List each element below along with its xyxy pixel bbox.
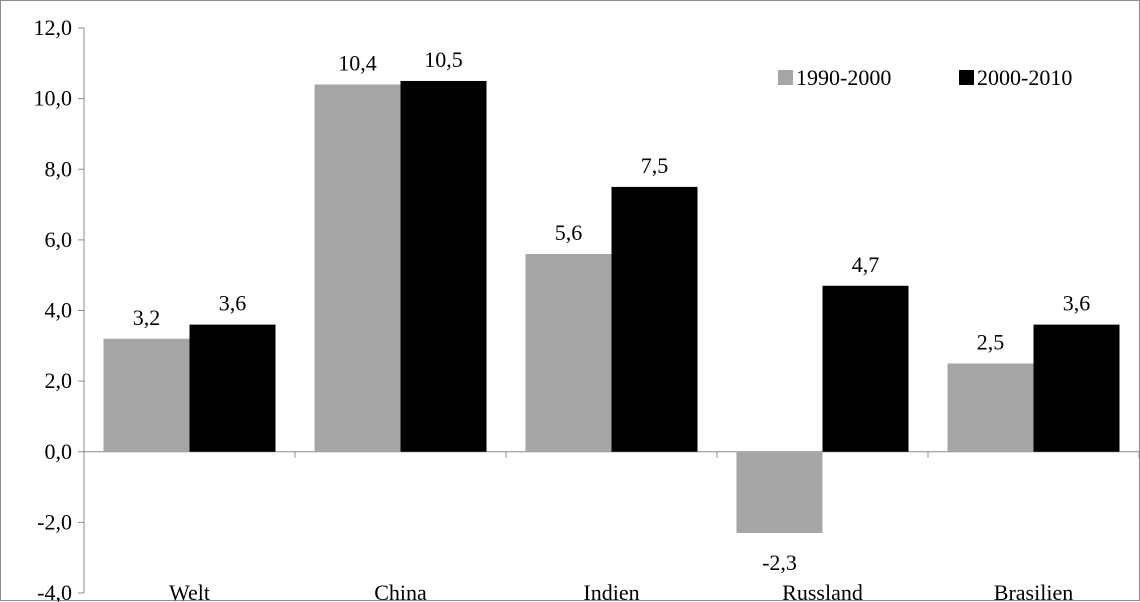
legend: 1990-2000 2000-2010 [778,65,1072,90]
data-label: -2,3 [762,550,797,575]
x-tick-label: China [374,580,427,602]
y-tick-label: 2,0 [45,368,73,393]
data-label: 3,2 [133,305,161,330]
x-tick-label: Brasilien [994,580,1073,602]
bar [103,338,190,452]
data-label: 10,4 [338,51,377,76]
x-tick-label: Russland [782,580,863,602]
legend-label: 1990-2000 [796,65,891,90]
bar [822,285,909,452]
x-tick-label: Welt [169,580,210,602]
bar [400,80,487,452]
data-label: 4,7 [852,252,880,277]
data-labels: 3,2 10,4 5,6 -2,3 2,5 3,6 10,5 7,5 4,7 3,6 [133,47,1091,575]
data-label: 3,6 [1063,291,1091,316]
y-tick-label: 4,0 [45,298,73,323]
bar [736,451,823,533]
bar [525,254,612,452]
bar [947,363,1034,452]
bar [189,324,276,452]
y-tick-label: -2,0 [37,509,72,534]
y-tick-label: -4,0 [37,580,72,602]
data-label: 3,6 [219,291,247,316]
legend-label: 2000-2010 [977,65,1072,90]
data-label: 10,5 [424,47,463,72]
bar [611,186,698,452]
legend-swatch [959,70,974,85]
y-tick-label: 12,0 [34,15,73,40]
data-label: 5,6 [555,220,583,245]
y-tick-label: 6,0 [45,227,73,252]
x-tick-label: Indien [583,580,639,602]
y-tick-label: 8,0 [45,156,73,181]
bars [103,80,1120,533]
data-label: 7,5 [641,153,669,178]
bar [314,84,401,452]
data-label: 2,5 [977,329,1005,354]
y-tick-label: 0,0 [45,439,73,464]
y-tick-label: 10,0 [34,86,73,111]
bar [1033,324,1120,452]
legend-swatch [778,70,793,85]
axes: -4,0 -2,0 0,0 2,0 4,0 6,0 8,0 10,0 12,0 Welt China… [34,15,1140,602]
